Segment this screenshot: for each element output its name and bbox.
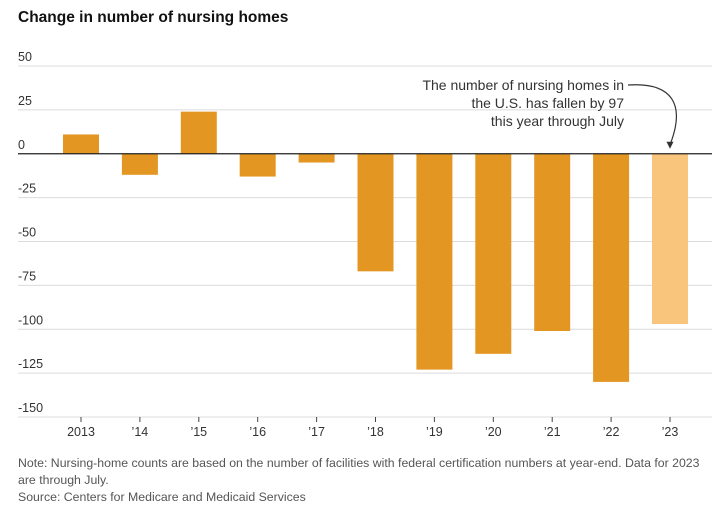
y-tick-label: -50 xyxy=(18,226,36,240)
x-tick-label: ’19 xyxy=(426,425,443,439)
annotation-text: this year through July xyxy=(491,113,624,129)
annotation-arrow xyxy=(627,84,677,145)
x-tick-label: ’18 xyxy=(367,425,384,439)
y-tick-label: -150 xyxy=(18,401,43,415)
x-tick-label: 2013 xyxy=(67,425,95,439)
bar xyxy=(416,153,453,370)
y-tick-label: -25 xyxy=(18,182,36,196)
note-text: Note: Nursing-home counts are based on t… xyxy=(18,456,700,487)
chart-title: Change in number of nursing homes xyxy=(18,9,289,26)
annotation-text: The number of nursing homes in xyxy=(422,77,624,93)
y-tick-label: -100 xyxy=(18,313,43,327)
bar xyxy=(63,134,99,154)
y-tick-label: -75 xyxy=(18,269,36,283)
x-tick-label: ’20 xyxy=(485,425,502,439)
source-text: Source: Centers for Medicare and Medicai… xyxy=(18,490,306,504)
bar xyxy=(298,153,335,163)
annotation-arrowhead xyxy=(666,141,674,149)
x-tick-label: ’15 xyxy=(190,425,207,439)
y-tick-label: -125 xyxy=(18,357,43,371)
y-tick-label: 25 xyxy=(18,94,32,108)
bar xyxy=(475,153,512,354)
bar xyxy=(534,153,571,332)
bar xyxy=(593,153,630,382)
bar xyxy=(180,111,217,154)
x-tick-label: ’21 xyxy=(544,425,561,439)
annotation-text: the U.S. has fallen by 97 xyxy=(471,95,624,111)
bar xyxy=(121,153,158,175)
bar xyxy=(357,153,394,272)
bar xyxy=(239,153,276,177)
x-tick-label: ’22 xyxy=(603,425,620,439)
x-tick-label: ’16 xyxy=(249,425,266,439)
x-tick-label: ’17 xyxy=(308,425,325,439)
x-tick-label: ’14 xyxy=(132,425,149,439)
x-tick-label: ’23 xyxy=(662,425,679,439)
y-tick-label: 0 xyxy=(18,138,25,152)
y-tick-label: 50 xyxy=(18,50,32,64)
chart-footnote: Note: Nursing-home counts are based on t… xyxy=(18,455,718,506)
bar xyxy=(652,153,688,324)
